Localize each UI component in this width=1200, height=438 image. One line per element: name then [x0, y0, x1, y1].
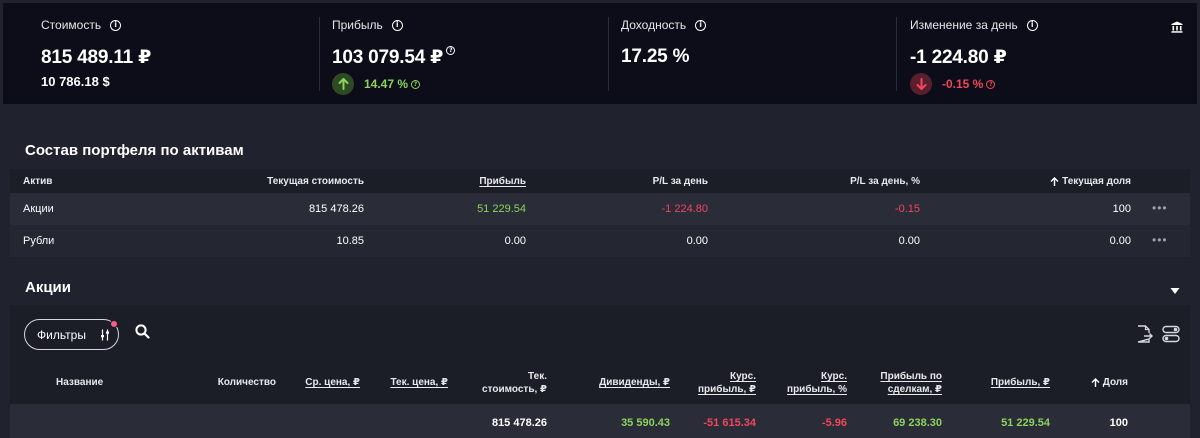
divider [608, 17, 609, 91]
filters-label: Фильтры [37, 327, 86, 342]
metric-value-usd: 10 786.18 $ [41, 74, 110, 89]
arrow-up-icon [332, 73, 354, 95]
col-share[interactable]: Текущая доля [1050, 176, 1131, 187]
metric-profit-label: Прибыль [332, 18, 383, 32]
arrow-down-icon [910, 73, 932, 95]
cell-profit: 0.00 [504, 235, 526, 247]
total-deal-profit: 69 238.30 [893, 417, 942, 429]
cell-pl-day: 0.00 [686, 235, 708, 247]
question-icon[interactable]: ? [411, 79, 421, 89]
composition-header: Актив Текущая стоимость Прибыль P/L за д… [10, 169, 1190, 193]
cell-share: 0.00 [1109, 235, 1131, 247]
cell-profit: 51 229.54 [477, 203, 526, 215]
filter-active-indicator [110, 320, 118, 328]
info-icon[interactable]: i [1026, 19, 1038, 31]
col-asset[interactable]: Актив [23, 176, 53, 187]
filters-button[interactable]: Фильтры [24, 319, 119, 350]
col-current-value[interactable]: Текущая стоимость [267, 176, 364, 187]
metric-yield-amount: 17.25 % [621, 46, 690, 67]
col-deal-profit[interactable]: Прибыль по сделкам, ₽ [880, 371, 942, 395]
col-share-label: Доля [1102, 377, 1128, 388]
metric-value-label: Стоимость [41, 18, 102, 32]
col-pl-day[interactable]: P/L за день [652, 176, 708, 187]
metric-day-change-label: Изменение за день [910, 18, 1018, 32]
question-icon[interactable]: ? [446, 46, 456, 55]
metric-profit-amount: 103 079.54 ₽ [332, 47, 444, 68]
cell-current-value: 10.85 [336, 235, 364, 247]
col-rate-profit-pct[interactable]: Курс. прибыль, % [787, 371, 847, 395]
total-rate-profit-pct: -5.96 [821, 417, 847, 429]
filter-sliders-icon [100, 329, 109, 340]
metric-day-change-percent: -0.15 % [942, 77, 984, 91]
col-cur-price[interactable]: Тек. цена, ₽ [390, 377, 448, 388]
metric-value-amount: 815 489.11 ₽ [41, 47, 152, 68]
export-file-icon[interactable] [1136, 325, 1153, 348]
table-row[interactable]: Рубли 10.85 0.00 0.00 0.00 0.00 ••• [10, 225, 1190, 257]
bank-icon[interactable] [1171, 20, 1183, 38]
info-icon[interactable]: i [110, 19, 122, 31]
col-share[interactable]: Доля [1091, 376, 1128, 389]
cell-share: 100 [1112, 203, 1131, 215]
metric-profit-percent: 14.47 % [364, 77, 409, 91]
cell-pl-day-pct: -0.15 [894, 203, 920, 215]
col-name[interactable]: Название [56, 377, 104, 388]
table-row[interactable]: Акции 815 478.26 51 229.54 -1 224.80 -0.… [10, 193, 1190, 225]
cell-current-value: 815 478.26 [308, 203, 364, 215]
metric-yield-label: Доходность [621, 18, 687, 32]
col-profit[interactable]: Прибыль [479, 176, 526, 187]
stocks-title: Акции [25, 279, 72, 296]
col-pl-day-pct[interactable]: P/L за день, % [850, 176, 920, 187]
cell-asset: Акции [23, 203, 54, 215]
question-icon[interactable]: ? [986, 79, 996, 89]
col-quantity[interactable]: Количество [217, 377, 276, 388]
info-icon[interactable]: i [391, 19, 403, 31]
portfolio-summary: Стоимость i 815 489.11 ₽ 10 786.18 $ Приб… [3, 3, 1197, 104]
columns-toggle-icon[interactable] [1162, 325, 1180, 348]
search-icon[interactable] [135, 324, 150, 344]
composition-title: Состав портфеля по активам [25, 142, 244, 159]
info-icon[interactable]: i [695, 19, 707, 31]
total-rate-profit: -51 615.34 [703, 417, 756, 429]
stocks-panel: Фильтры Название Количество Ср. цена, ₽ … [10, 305, 1190, 438]
collapse-caret-icon[interactable] [1170, 282, 1180, 300]
divider [896, 17, 897, 91]
sort-up-icon [1091, 377, 1100, 387]
total-dividends: 35 590.43 [621, 417, 670, 429]
sort-up-icon [1050, 176, 1059, 186]
total-row: 815 478.26 35 590.43 -51 615.34 -5.96 69… [10, 404, 1190, 438]
more-options-icon[interactable]: ••• [1152, 201, 1168, 215]
cell-pl-day: -1 224.80 [661, 203, 708, 215]
col-share-label: Текущая доля [1062, 176, 1131, 187]
more-options-icon[interactable]: ••• [1152, 233, 1168, 247]
col-profit[interactable]: Прибыль, ₽ [990, 377, 1050, 388]
col-cur-value[interactable]: Тек. стоимость, ₽ [482, 371, 547, 395]
total-share: 100 [1109, 417, 1128, 429]
total-cur-value: 815 478.26 [491, 417, 547, 429]
cell-pl-day-pct: 0.00 [898, 235, 920, 247]
metric-day-change-amount: -1 224.80 ₽ [910, 47, 1007, 68]
divider [319, 17, 320, 91]
col-rate-profit[interactable]: Курс. прибыль, ₽ [697, 371, 756, 395]
total-profit: 51 229.54 [1001, 417, 1050, 429]
cell-asset: Рубли [23, 235, 55, 247]
col-dividends[interactable]: Дивиденды, ₽ [599, 377, 670, 388]
col-avg-price[interactable]: Ср. цена, ₽ [305, 377, 360, 388]
